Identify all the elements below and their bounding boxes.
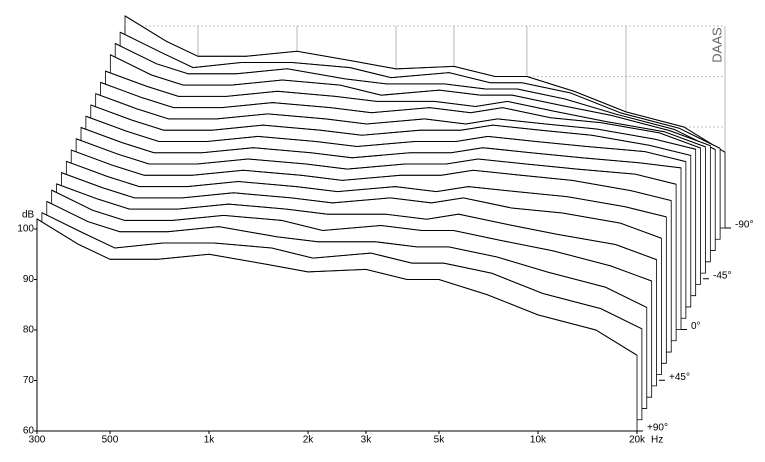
x-tick-label: 2k bbox=[303, 435, 315, 446]
response-curve bbox=[56, 183, 657, 261]
z-tick-label: -45° bbox=[713, 270, 731, 281]
response-curve bbox=[51, 189, 652, 282]
x-tick-label: 300 bbox=[29, 435, 46, 446]
response-curve bbox=[80, 127, 682, 169]
x-tick-label: 500 bbox=[102, 435, 119, 446]
x-tick-label: 20k bbox=[629, 435, 646, 446]
y-tick-label: 90 bbox=[23, 274, 35, 285]
y-tick-label: 100 bbox=[17, 224, 34, 235]
x-tick-label: 1k bbox=[204, 435, 216, 446]
y-tick-label: 70 bbox=[23, 375, 35, 386]
x-tick-label: 10k bbox=[530, 435, 547, 446]
response-curve bbox=[75, 138, 677, 185]
response-curve bbox=[124, 15, 726, 153]
response-curve bbox=[105, 70, 706, 148]
response-curve bbox=[100, 81, 701, 149]
response-curve bbox=[66, 160, 667, 218]
watermark: DAAS bbox=[709, 27, 724, 63]
x-tick-label: 3k bbox=[361, 435, 373, 446]
response-curve bbox=[36, 218, 638, 356]
response-curve bbox=[61, 172, 662, 239]
y-tick-label: 60 bbox=[23, 426, 35, 437]
z-tick-label: 0° bbox=[691, 321, 701, 332]
response-curve bbox=[46, 200, 647, 308]
response-curve bbox=[95, 93, 696, 150]
response-curve bbox=[71, 149, 672, 202]
response-curve bbox=[110, 54, 711, 147]
x-unit: Hz bbox=[651, 435, 663, 446]
response-curve bbox=[85, 115, 687, 163]
z-tick-label: -90° bbox=[735, 220, 753, 231]
z-tick-label: +45° bbox=[669, 372, 690, 383]
y-axis-label: dB bbox=[22, 210, 35, 221]
response-curve bbox=[119, 31, 721, 149]
x-tick-label: 5k bbox=[434, 435, 446, 446]
response-curve bbox=[115, 43, 716, 151]
y-tick-label: 80 bbox=[23, 325, 35, 336]
response-curve bbox=[41, 212, 643, 330]
z-tick-label: +90° bbox=[647, 423, 668, 434]
response-curve bbox=[90, 104, 691, 156]
